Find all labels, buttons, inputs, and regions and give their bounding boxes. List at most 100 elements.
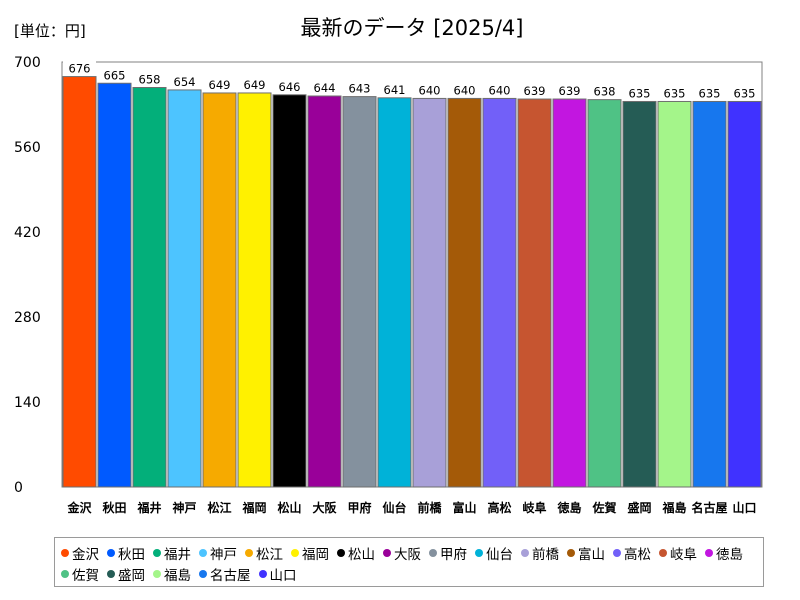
- x-tick-label: 福島: [661, 500, 686, 515]
- x-tick-label: 秋田: [102, 500, 126, 515]
- legend-swatch: [521, 548, 529, 557]
- x-tick-label: 福井: [136, 500, 161, 515]
- legend-swatch: [383, 548, 391, 557]
- legend-item: 秋田: [107, 542, 145, 563]
- y-tick-label: 0: [14, 480, 23, 496]
- legend-label: 松山: [348, 546, 375, 563]
- legend-label: 金沢: [72, 546, 99, 563]
- legend-item: 富山: [567, 542, 605, 563]
- legend-item: 神戸: [199, 542, 237, 563]
- x-tick-label: 名古屋: [691, 500, 727, 515]
- legend-item: 山口: [258, 563, 297, 584]
- legend-label: 甲府: [440, 546, 467, 563]
- legend-item: 佐賀: [61, 563, 99, 584]
- legend-label: 前橋: [532, 546, 559, 563]
- data-label-bg: [378, 80, 411, 97]
- bar-佐賀: [587, 99, 622, 488]
- data-label: 639: [524, 84, 546, 98]
- legend-swatch: [245, 548, 253, 557]
- legend-swatch: [199, 548, 207, 557]
- legend-label: 大阪: [394, 546, 421, 563]
- legend-swatch: [153, 569, 161, 578]
- data-label-bg: [133, 70, 166, 87]
- legend-swatch: [429, 548, 437, 557]
- data-label: 649: [244, 78, 266, 92]
- data-label-bg: [518, 82, 551, 99]
- legend-item: 金沢: [61, 542, 99, 563]
- legend-label: 盛岡: [118, 567, 145, 584]
- legend-swatch: [61, 548, 69, 557]
- legend-item: 高松: [613, 542, 651, 563]
- legend-label: 富山: [578, 546, 605, 563]
- bar-岐阜: [517, 98, 552, 488]
- x-tick-label: 仙台: [382, 500, 406, 515]
- data-label-bg: [483, 81, 516, 98]
- unit-label: [単位：円]: [14, 22, 86, 40]
- bar-富山: [447, 97, 482, 488]
- legend-label: 秋田: [118, 546, 145, 563]
- bar-福井: [132, 87, 167, 488]
- legend-swatch: [107, 548, 115, 557]
- bar-甲府: [342, 96, 377, 488]
- legend-item: 名古屋: [199, 563, 251, 584]
- data-label: 638: [594, 85, 616, 99]
- data-label: 635: [629, 86, 651, 100]
- legend-label: 佐賀: [72, 567, 99, 584]
- y-tick-label: 140: [14, 395, 41, 411]
- bar-名古屋: [692, 100, 727, 488]
- bar-仙台: [377, 97, 412, 488]
- x-tick-label: 大阪: [312, 500, 337, 515]
- bar-高松: [482, 97, 517, 488]
- legend-swatch: [199, 569, 207, 578]
- data-label: 644: [314, 81, 336, 95]
- legend-swatch: [337, 548, 345, 557]
- legend-label: 福島: [164, 567, 191, 584]
- bar-山口: [727, 100, 762, 488]
- legend: 金沢 秋田 福井 神戸 松江 福岡 松山 大阪 甲府 仙台 前橋 富山 高松 岐阜 徳島 佐賀 盛岡 福島 名古屋 山…: [54, 537, 764, 587]
- legend-label: 松江: [256, 546, 283, 563]
- x-tick-label: 金沢: [66, 500, 92, 515]
- data-label-bg: [693, 84, 726, 101]
- y-tick-label: 560: [14, 140, 41, 156]
- data-label-bg: [98, 66, 131, 83]
- legend-swatch: [567, 548, 575, 557]
- legend-swatch: [613, 548, 621, 557]
- legend-label: 名古屋: [210, 567, 251, 584]
- data-label-bg: [588, 82, 621, 99]
- legend-swatch: [705, 548, 713, 557]
- data-label: 641: [384, 83, 406, 97]
- data-label: 640: [454, 83, 476, 97]
- data-label: 635: [699, 86, 721, 100]
- legend-label: 神戸: [210, 546, 237, 563]
- data-label: 654: [174, 75, 196, 89]
- legend-swatch: [475, 548, 483, 557]
- data-label-bg: [168, 72, 201, 89]
- bar-福島: [657, 100, 692, 488]
- legend-swatch: [153, 548, 161, 557]
- data-label: 639: [559, 84, 581, 98]
- data-label: 649: [209, 78, 231, 92]
- legend-item: 前橋: [521, 542, 559, 563]
- data-label: 640: [489, 83, 511, 97]
- y-tick-label: 420: [14, 225, 41, 241]
- y-tick-label: 280: [14, 310, 41, 326]
- bar-神戸: [167, 89, 202, 488]
- bar-福岡: [237, 92, 272, 488]
- legend-item: 松江: [245, 542, 283, 563]
- bar-盛岡: [622, 100, 657, 488]
- data-label-bg: [623, 84, 656, 101]
- legend-swatch: [258, 569, 267, 578]
- plot-frame: [61, 61, 763, 488]
- bar-金沢: [62, 76, 97, 488]
- x-tick-label: 甲府: [347, 500, 371, 515]
- x-tick-label: 盛岡: [627, 500, 651, 515]
- legend-item: 岐阜: [659, 542, 697, 563]
- data-label-bg: [203, 75, 236, 92]
- legend-item: 徳島: [705, 542, 743, 563]
- legend-label: 福井: [164, 546, 191, 563]
- legend-item: 大阪: [383, 542, 421, 563]
- bar-松江: [202, 92, 237, 488]
- x-tick-label: 前橋: [417, 500, 442, 515]
- x-tick-label: 岐阜: [522, 500, 546, 515]
